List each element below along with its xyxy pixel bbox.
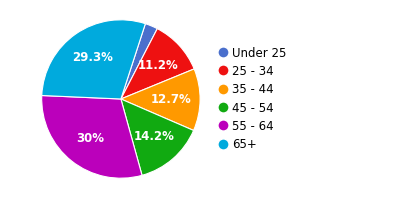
Text: 30%: 30% — [76, 131, 104, 145]
Wedge shape — [42, 95, 142, 178]
Text: 11.2%: 11.2% — [137, 59, 178, 72]
Text: 14.2%: 14.2% — [133, 130, 174, 143]
Text: 29.3%: 29.3% — [72, 51, 113, 65]
Text: 12.7%: 12.7% — [150, 93, 191, 106]
Wedge shape — [42, 20, 145, 99]
Legend: Under 25, 25 - 34, 35 - 44, 45 - 54, 55 - 64, 65+: Under 25, 25 - 34, 35 - 44, 45 - 54, 55 … — [220, 47, 286, 151]
Wedge shape — [121, 24, 157, 99]
Wedge shape — [121, 69, 200, 130]
Wedge shape — [121, 29, 194, 99]
Wedge shape — [121, 99, 193, 175]
